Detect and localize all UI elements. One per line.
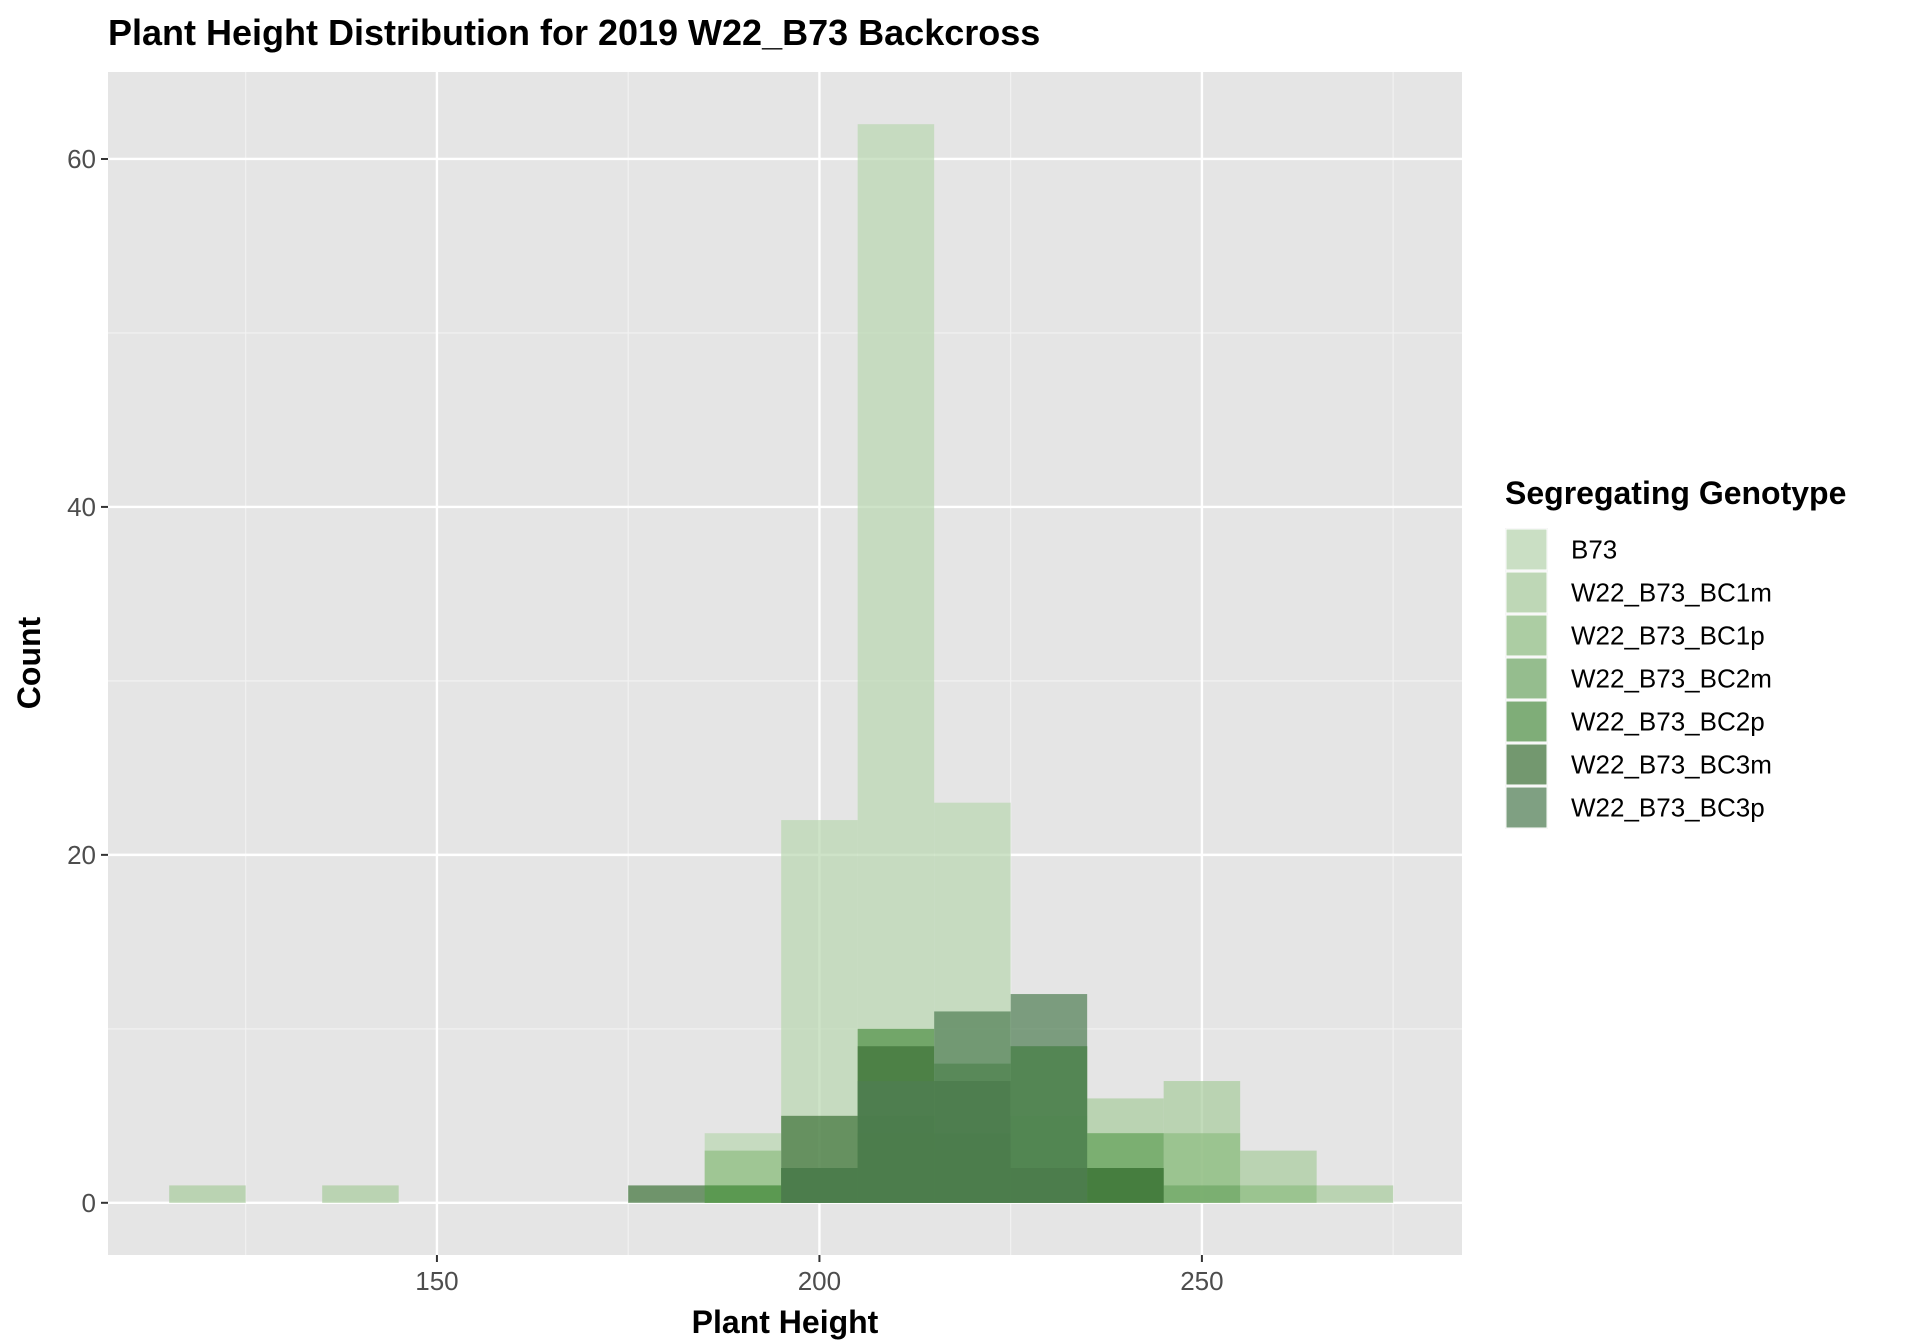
legend-label: W22_B73_BC2p: [1571, 707, 1765, 737]
histogram-bar: [1240, 1185, 1317, 1203]
legend-key: [1505, 571, 1548, 614]
legend-key: [1505, 743, 1548, 786]
histogram-bar: [857, 124, 935, 1203]
chart-title: Plant Height Distribution for 2019 W22_B…: [108, 12, 1040, 53]
legend-key: [1505, 657, 1548, 700]
y-tick-label: 60: [67, 144, 96, 174]
histogram-bars: [169, 124, 1394, 1203]
legend-label: W22_B73_BC2m: [1571, 664, 1772, 694]
legend-items: B73 W22_B73_BC1m W22_B73_BC1p W22_B73_BC2m W…: [1505, 528, 1772, 829]
histogram-bar: [857, 1081, 935, 1203]
y-axis-title: Count: [11, 616, 47, 709]
y-tick-label: 0: [82, 1188, 96, 1218]
legend-key: [1505, 700, 1548, 743]
x-tick-label: 250: [1180, 1266, 1223, 1296]
minor-gridlines: [108, 72, 1462, 1255]
histogram-bar: [169, 1185, 246, 1203]
histogram-bar: [322, 1185, 399, 1203]
legend-label: W22_B73_BC3m: [1571, 750, 1772, 780]
x-axis-ticks: 150 200 250: [415, 1255, 1224, 1296]
legend-label: W22_B73_BC1p: [1571, 621, 1765, 651]
histogram-bar: [1316, 1185, 1394, 1203]
histogram-bar: [781, 1168, 858, 1203]
x-tick-label: 150: [415, 1266, 458, 1296]
histogram-bar: [628, 1185, 705, 1203]
histogram-bar: [934, 1011, 1011, 1203]
histogram-bar: [1010, 994, 1088, 1203]
legend-key: [1505, 528, 1548, 571]
legend: Segregating Genotype B73 W22_B73_BC1m W22_…: [1505, 475, 1846, 829]
legend-key: [1505, 786, 1548, 829]
histogram-bar: [1163, 1185, 1241, 1203]
legend-key: [1505, 614, 1548, 657]
histogram-bar: [704, 1185, 782, 1203]
legend-label: W22_B73_BC1m: [1571, 578, 1772, 608]
x-axis-title: Plant Height: [692, 1304, 879, 1340]
legend-title: Segregating Genotype: [1505, 475, 1846, 511]
legend-label: W22_B73_BC3p: [1571, 793, 1765, 823]
y-tick-label: 20: [67, 840, 96, 870]
histogram-bar: [1087, 1168, 1164, 1203]
y-axis-ticks: 0 20 40 60: [67, 144, 108, 1218]
y-tick-label: 40: [67, 492, 96, 522]
x-tick-label: 200: [798, 1266, 841, 1296]
legend-label: B73: [1571, 535, 1617, 565]
